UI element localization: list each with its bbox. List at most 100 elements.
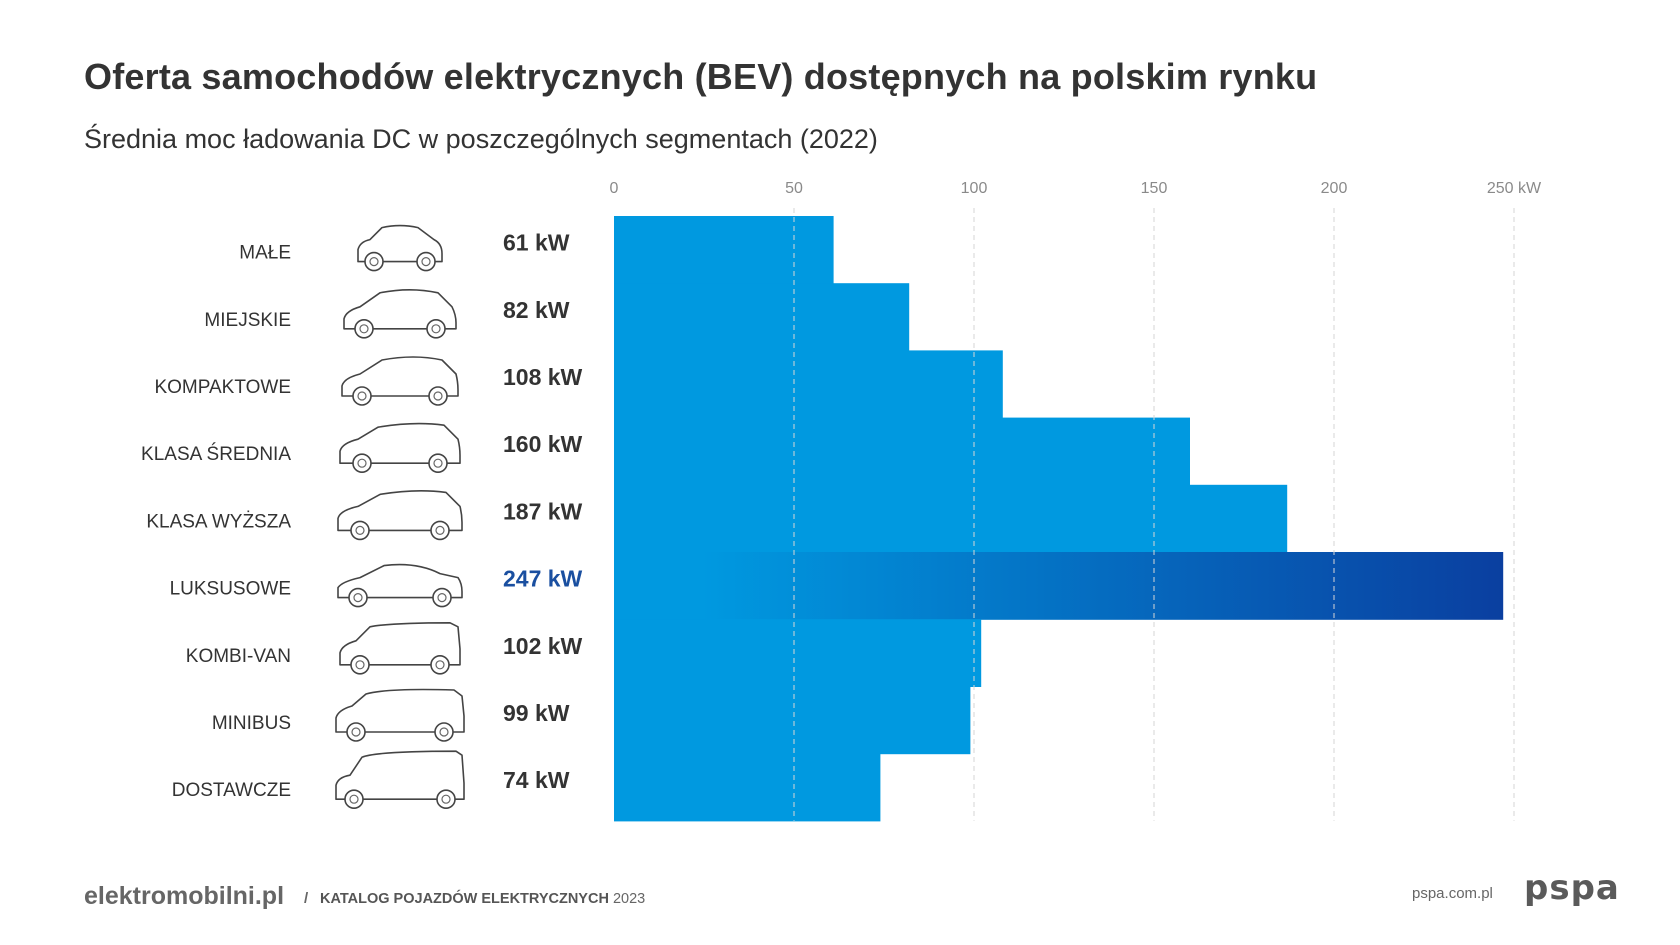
icon-wheel-7-0 [346, 722, 366, 742]
icon-hub-3-1 [433, 458, 443, 468]
footer-catalog-year: 2023 [612, 891, 646, 907]
icon-hub-7-1 [439, 727, 449, 737]
icon-body-7 [335, 688, 465, 733]
x-tick-label-0: 0 [610, 180, 619, 197]
icon-hub-7-0 [351, 727, 361, 737]
category-label-4: KLASA WYŻSZA [146, 511, 291, 532]
icon-wheel-2-1 [428, 386, 448, 406]
category-label-5: LUKSUSOWE [170, 579, 291, 600]
icon-wheel-7-1 [434, 722, 454, 742]
bar-1 [614, 283, 910, 351]
chart-title: Oferta samochodów elektrycznych (BEV) do… [84, 56, 1318, 97]
icon-wheel-1-1 [426, 318, 446, 339]
icon-wheel-0-1 [416, 251, 436, 272]
icon-wheel-1-0 [354, 318, 374, 339]
icon-wheel-8-1 [436, 789, 456, 810]
footer-catalog-name: KATALOG POJAZDÓW ELEKTRYCZNYCH [320, 891, 609, 907]
icon-hub-0-1 [421, 257, 431, 267]
icon-hub-1-1 [431, 324, 441, 334]
bar-8 [614, 753, 881, 822]
category-label-1: MIEJSKIE [204, 310, 291, 331]
icon-wheel-2-0 [352, 386, 372, 406]
value-label-7: 99 kW [503, 700, 570, 726]
bar-5 [614, 552, 1504, 620]
icon-hub-6-1 [435, 660, 445, 670]
icon-body-8 [335, 750, 465, 801]
microcar-icon [357, 224, 443, 272]
category-label-7: MINIBUS [212, 713, 291, 734]
delivery-van-icon [335, 750, 465, 810]
icon-body-3 [339, 422, 461, 465]
category-labels-group: MAŁE MIEJSKIE KOMPAKTOWE KLASA ŚREDNIA KLASA… [141, 243, 291, 802]
bar-4 [614, 484, 1288, 553]
bar-7 [614, 686, 971, 755]
icon-body-5 [337, 563, 463, 599]
icon-wheel-4-0 [350, 520, 370, 541]
icon-hub-5-1 [437, 592, 447, 603]
x-tick-label-5: 250 kW [1487, 180, 1542, 197]
luxury-sedan-icon [337, 563, 463, 608]
x-ticks-group: 0 50 100 150 200 250 kW [610, 180, 1542, 197]
x-tick-label-4: 200 [1321, 180, 1348, 197]
icon-wheel-5-0 [348, 587, 368, 608]
mid-suv-icon [339, 422, 461, 474]
icon-hub-5-0 [353, 592, 363, 603]
icon-hub-8-0 [349, 794, 359, 804]
icon-wheel-8-0 [344, 789, 364, 810]
icon-hub-4-1 [435, 525, 445, 536]
icon-wheel-3-0 [352, 453, 372, 474]
gridlines-group [793, 208, 1515, 821]
bars-group [614, 216, 1504, 822]
icon-hub-1-0 [359, 324, 369, 334]
footer-separator: / [304, 890, 309, 907]
value-label-6: 102 kW [503, 633, 583, 659]
city-car-icon [343, 289, 457, 339]
icon-body-6 [339, 621, 461, 666]
icon-hub-4-0 [355, 525, 365, 536]
value-labels-group: 61 kW 82 kW 108 kW 160 kW 187 kW 247 kW 102 kW… [503, 230, 583, 794]
pspa-logo: pspa [1524, 868, 1620, 908]
category-label-3: KLASA ŚREDNIA [141, 443, 291, 465]
icon-body-1 [343, 289, 457, 330]
combi-van-icon [339, 621, 461, 675]
x-tick-label-2: 100 [961, 180, 988, 197]
bar-0 [614, 216, 834, 284]
value-label-1: 82 kW [503, 297, 570, 323]
icon-body-0 [357, 224, 443, 263]
chart-subtitle: Średnia moc ładowania DC w poszczególnyc… [84, 124, 878, 154]
icon-hub-3-0 [357, 458, 367, 468]
compact-car-icon [341, 356, 459, 406]
value-label-2: 108 kW [503, 364, 583, 390]
icon-hub-2-1 [433, 391, 443, 401]
icon-wheel-3-1 [428, 453, 448, 474]
icon-body-2 [341, 356, 459, 397]
upper-suv-icon [337, 490, 463, 541]
value-label-3: 160 kW [503, 431, 583, 457]
value-label-5: 247 kW [503, 566, 583, 592]
bar-3 [614, 417, 1190, 486]
icon-body-4 [337, 490, 463, 532]
value-label-0: 61 kW [503, 230, 570, 256]
icon-hub-0-0 [369, 257, 379, 267]
icon-wheel-0-0 [364, 251, 384, 272]
category-label-6: KOMBI-VAN [186, 646, 291, 667]
icon-hub-8-1 [441, 794, 451, 804]
bar-2 [614, 350, 1003, 419]
icon-wheel-6-0 [350, 654, 370, 675]
icon-hub-2-0 [357, 391, 367, 401]
value-label-8: 74 kW [503, 767, 570, 793]
footer-url[interactable]: pspa.com.pl [1412, 885, 1493, 902]
x-tick-label-3: 150 [1141, 180, 1168, 197]
minibus-icon [335, 688, 465, 742]
bar-6 [614, 619, 982, 687]
icon-wheel-4-1 [430, 520, 450, 541]
icon-hub-6-0 [355, 660, 365, 670]
vehicle-icons-group [335, 224, 465, 810]
footer-catalog: KATALOG POJAZDÓW ELEKTRYCZNYCH 2023 [320, 891, 645, 907]
x-tick-label-1: 50 [785, 180, 803, 197]
footer-brand[interactable]: elektromobilni.pl [84, 882, 285, 910]
category-label-8: DOSTAWCZE [172, 780, 291, 801]
icon-wheel-5-1 [432, 587, 452, 608]
value-label-4: 187 kW [503, 498, 583, 524]
